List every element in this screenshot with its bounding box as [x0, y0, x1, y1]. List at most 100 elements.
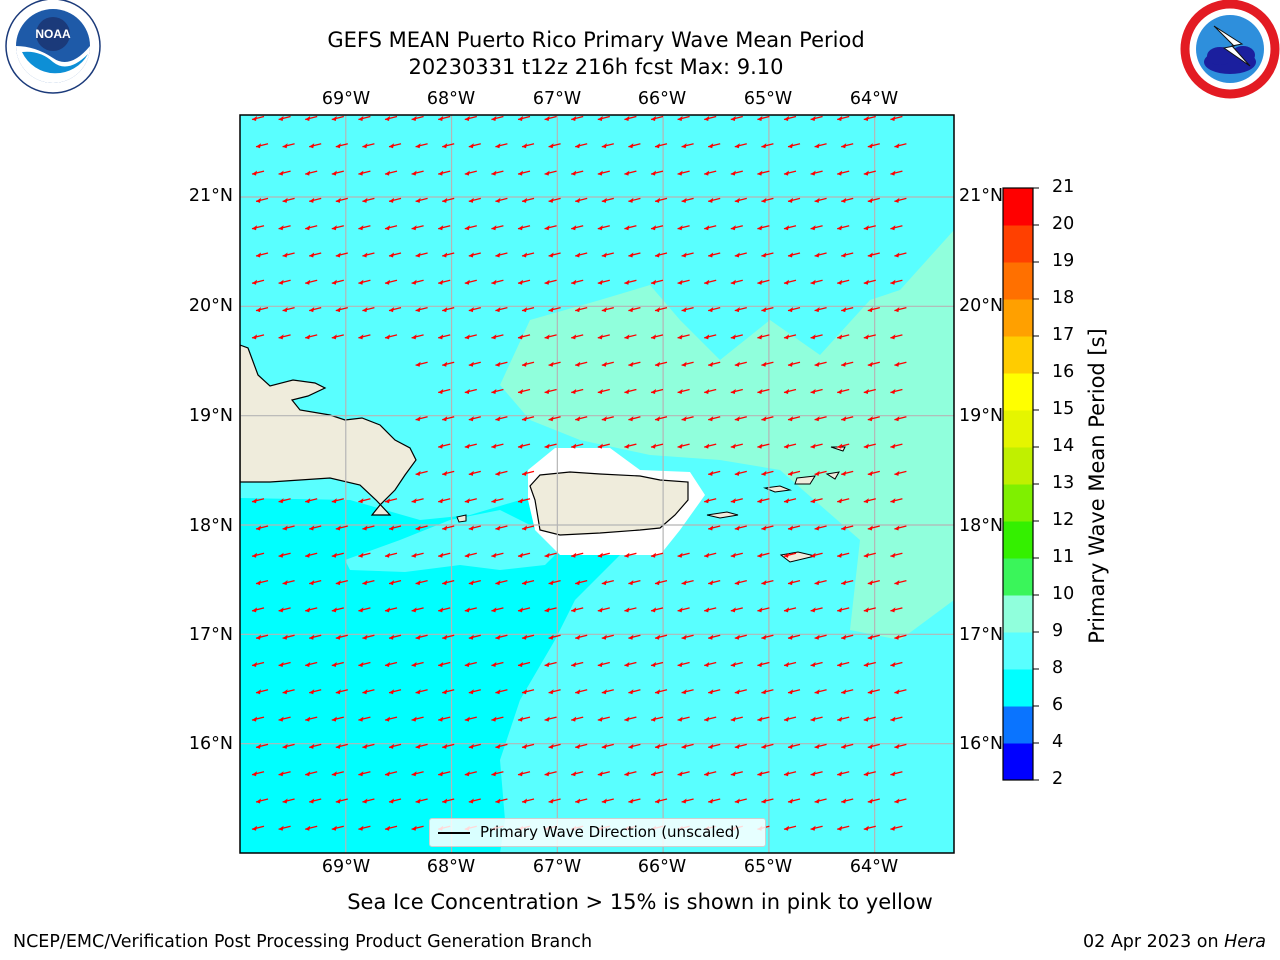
wave-arrow: [867, 252, 880, 258]
wave-arrow: [761, 579, 774, 586]
wave-arrow: [517, 443, 531, 449]
wave-arrow: [787, 743, 801, 749]
wave-arrow: [491, 771, 504, 777]
wave-arrow: [544, 552, 557, 558]
wave-arrow: [575, 579, 588, 586]
wave-arrow: [521, 416, 535, 422]
wave-arrow: [708, 361, 721, 367]
wave-arrow: [894, 579, 907, 586]
wave-arrow: [810, 771, 823, 777]
wave-arrow: [704, 443, 717, 449]
wave-arrow: [597, 388, 610, 394]
wave-arrow: [251, 552, 265, 558]
wave-arrow: [837, 716, 850, 722]
wave-arrow: [571, 115, 584, 121]
wave-arrow: [335, 306, 348, 313]
wave-arrow: [331, 334, 344, 340]
wave-arrow: [305, 225, 318, 231]
wave-arrow: [442, 306, 455, 313]
wave-arrow: [495, 634, 508, 640]
wave-arrow: [571, 279, 584, 285]
wave-arrow: [548, 743, 561, 749]
wave-arrow: [810, 498, 823, 504]
lat-label-left: 18°N: [188, 516, 233, 536]
wave-arrow: [890, 825, 903, 831]
wave-arrow: [841, 470, 854, 476]
wave-arrow: [358, 607, 371, 613]
wave-arrow: [597, 334, 610, 340]
lon-label-bottom: 68°W: [426, 857, 476, 877]
wave-arrow: [468, 416, 481, 422]
wave-arrow: [787, 470, 801, 476]
wave-arrow: [255, 143, 269, 149]
wave-arrow: [491, 661, 504, 667]
wave-arrow: [309, 306, 322, 313]
wave-arrow: [548, 306, 561, 313]
wave-arrow: [495, 143, 508, 149]
wave-arrow: [362, 306, 375, 313]
wave-arrow: [708, 525, 721, 531]
wave-arrow: [305, 334, 318, 340]
wave-arrow: [757, 552, 770, 558]
wave-arrow: [708, 743, 721, 749]
wave-arrow: [624, 771, 637, 777]
wave-arrow: [650, 334, 664, 340]
wave-arrow: [677, 334, 690, 340]
wave-arrow: [624, 607, 637, 613]
wave-arrow: [575, 306, 588, 313]
wave-arrow: [681, 798, 694, 804]
wave-arrow: [841, 525, 854, 531]
wave-arrow: [282, 743, 295, 749]
wave-arrow: [757, 115, 770, 121]
footer-date-text: 02 Apr 2023 on: [1083, 932, 1225, 952]
wave-arrow: [650, 170, 664, 176]
wave-arrow: [571, 443, 584, 449]
wave-arrow: [548, 143, 561, 149]
wave-arrow: [601, 634, 614, 640]
wave-arrow: [491, 552, 504, 558]
colorbar-tick-label: 10: [1052, 584, 1075, 604]
wave-arrow: [894, 361, 907, 367]
wave-arrow: [681, 689, 694, 695]
wave-arrow: [305, 279, 318, 285]
wave-arrow: [331, 170, 344, 176]
wave-arrow: [757, 170, 770, 176]
wave-arrow: [783, 498, 797, 504]
wave-arrow: [255, 579, 269, 586]
colorbar-segment: [1003, 632, 1033, 670]
wave-arrow: [890, 771, 903, 777]
wave-arrow: [597, 771, 610, 777]
wave-arrow: [411, 334, 424, 340]
wave-arrow: [734, 306, 747, 313]
wave-arrow: [362, 689, 375, 695]
legend-label: Primary Wave Direction (unscaled): [480, 823, 741, 841]
wave-arrow: [810, 225, 823, 231]
wave-arrow: [468, 634, 481, 640]
colorbar-tick-label: 16: [1052, 362, 1075, 382]
wave-arrow: [384, 661, 398, 667]
wave-arrow: [601, 798, 614, 804]
wave-arrow: [730, 552, 743, 558]
chart-title: GEFS MEAN Puerto Rico Primary Wave Mean …: [327, 28, 865, 52]
wave-arrow: [521, 743, 535, 749]
wave-arrow: [681, 634, 694, 640]
wave-arrow: [464, 498, 477, 504]
colorbar-tick-label: 19: [1052, 251, 1075, 271]
wave-arrow: [362, 252, 375, 258]
wave-arrow: [841, 361, 854, 367]
colorbar-segment: [1003, 743, 1033, 781]
wave-arrow: [734, 416, 747, 422]
wave-arrow: [464, 661, 477, 667]
colorbar-segment: [1003, 595, 1033, 633]
footer-date: 02 Apr 2023 on Hera: [1083, 932, 1266, 952]
wave-arrow: [810, 443, 823, 449]
wave-arrow: [438, 771, 451, 777]
colorbar-tick-label: 14: [1052, 436, 1075, 456]
wave-arrow: [624, 661, 637, 667]
wave-arrow: [730, 661, 743, 667]
lat-label-left: 16°N: [188, 734, 233, 754]
wave-arrow: [867, 525, 880, 531]
wave-arrow: [601, 689, 614, 695]
wave-arrow: [305, 825, 318, 831]
wave-arrow: [810, 607, 823, 613]
